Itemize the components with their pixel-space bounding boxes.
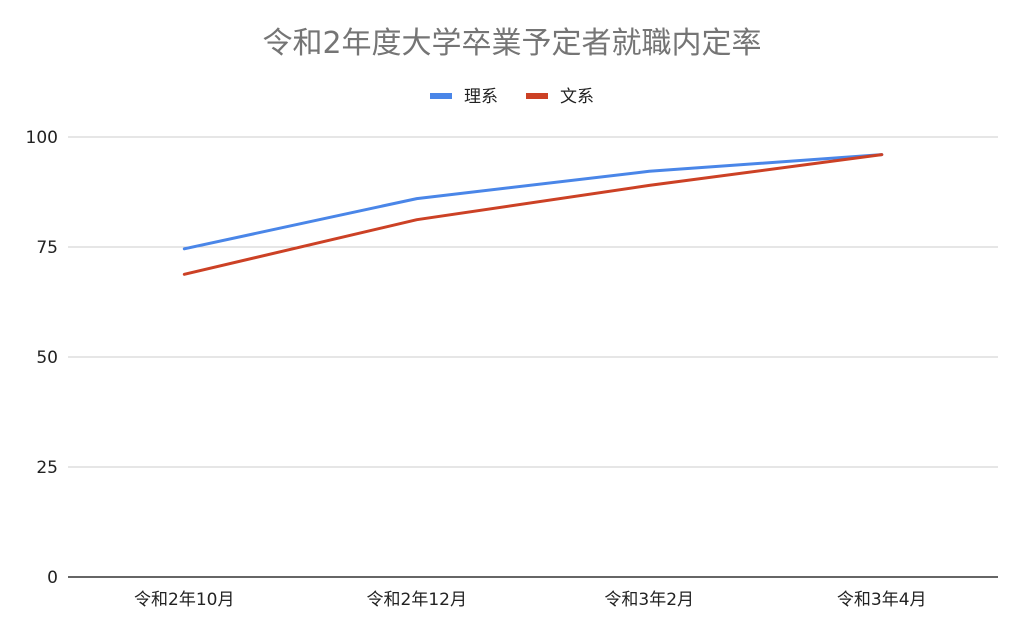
x-tick-label: 令和2年12月 (367, 590, 467, 610)
x-axis-ticks: 令和2年10月 令和2年12月 令和3年2月 令和3年4月 (134, 590, 927, 610)
x-tick-label: 令和3年2月 (604, 590, 694, 610)
legend-label: 文系 (560, 87, 594, 107)
series-line-0 (182, 153, 884, 251)
chart-legend: 理系 文系 (430, 87, 594, 107)
series-lines (182, 153, 884, 276)
legend-label: 理系 (464, 87, 498, 107)
legend-item: 理系 (430, 87, 498, 107)
y-tick-label: 50 (36, 348, 58, 368)
series-line-1 (182, 153, 884, 276)
y-tick-label: 25 (36, 458, 58, 478)
x-tick-label: 令和3年4月 (837, 590, 927, 610)
y-tick-label: 75 (36, 238, 58, 258)
x-tick-label: 令和2年10月 (134, 590, 234, 610)
legend-item: 文系 (526, 87, 594, 107)
chart-title: 令和2年度大学卒業予定者就職内定率 (262, 26, 761, 61)
y-tick-label: 100 (26, 128, 58, 148)
y-axis-ticks: 0 25 50 75 100 (26, 128, 58, 588)
y-tick-label: 0 (47, 568, 58, 588)
gridlines (68, 136, 998, 468)
